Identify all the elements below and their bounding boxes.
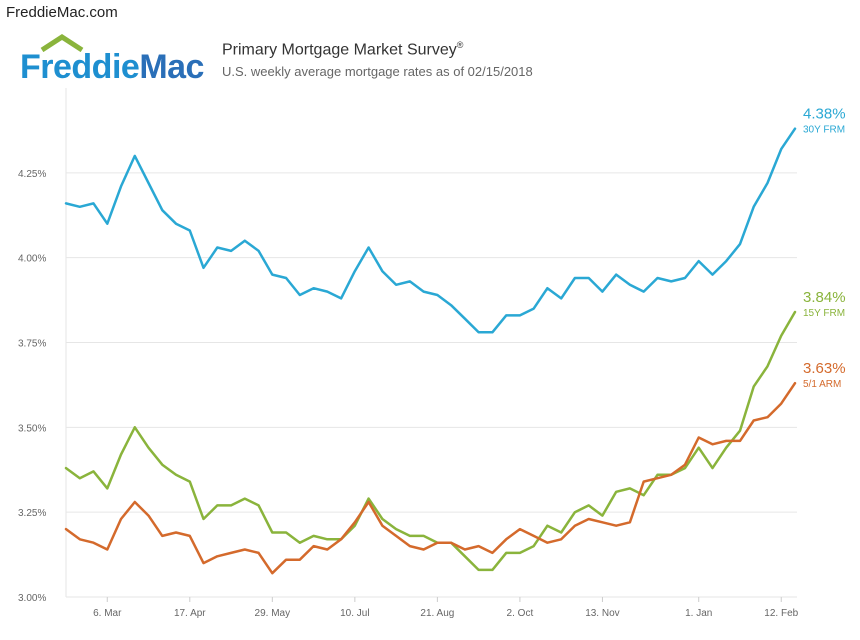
logo-wordmark: FreddieMac [20, 48, 204, 87]
x-tick-label: 1. Jan [685, 608, 712, 619]
x-axis-ticks: 6. Mar 17. Apr 29. May 10. Jul 21. Aug 2. Oct… [93, 608, 799, 619]
y-tick-label: 3.75% [18, 339, 46, 350]
series-end-name: 5/1 ARM [803, 379, 841, 390]
registered-mark: ® [456, 40, 464, 50]
x-tick-label: 6. Mar [93, 608, 122, 619]
chart-title-text: Primary Mortgage Market Survey [222, 41, 457, 59]
y-axis-ticks: 3.00% 3.25% 3.50% 3.75% 4.00% 4.25% [18, 169, 46, 604]
y-tick-label: 3.50% [18, 423, 46, 434]
site-name: FreddieMac.com [6, 4, 118, 21]
chart-title: Primary Mortgage Market Survey® [222, 40, 463, 59]
x-tick-label: 17. Apr [174, 608, 206, 619]
gridlines [65, 88, 797, 602]
y-tick-label: 4.25% [18, 169, 46, 180]
series-line-5-1-arm [64, 381, 797, 575]
x-tick-label: 29. May [255, 608, 291, 619]
x-tick-label: 10. Jul [340, 608, 369, 619]
x-tick-label: 21. Aug [420, 608, 454, 619]
logo-word-freddie: Freddie [20, 48, 140, 86]
x-tick-label: 2. Oct [507, 608, 534, 619]
house-roof-icon [40, 34, 84, 52]
series-end-labels: 4.38% 30Y FRM 3.84% 15Y FRM 3.63% 5/1 ARM [803, 106, 846, 391]
series-end-value: 4.38% [803, 106, 846, 123]
series-line-15y-frm [64, 310, 797, 572]
chart-subtitle: U.S. weekly average mortgage rates as of… [222, 64, 533, 79]
x-tick-label: 13. Nov [585, 608, 619, 619]
y-tick-label: 3.00% [18, 593, 46, 604]
x-tick-label: 12. Feb [764, 608, 798, 619]
logo-word-mac: Mac [139, 48, 204, 86]
y-tick-label: 4.00% [18, 254, 46, 265]
series-end-name: 30Y FRM [803, 125, 845, 136]
series-end-name: 15Y FRM [803, 308, 845, 319]
series-line-30y-frm [64, 127, 797, 334]
freddie-mac-logo: FreddieMac [20, 34, 210, 87]
series-lines [64, 127, 797, 575]
y-tick-label: 3.25% [18, 508, 46, 519]
series-end-value: 3.63% [803, 360, 846, 377]
series-end-value: 3.84% [803, 289, 846, 306]
